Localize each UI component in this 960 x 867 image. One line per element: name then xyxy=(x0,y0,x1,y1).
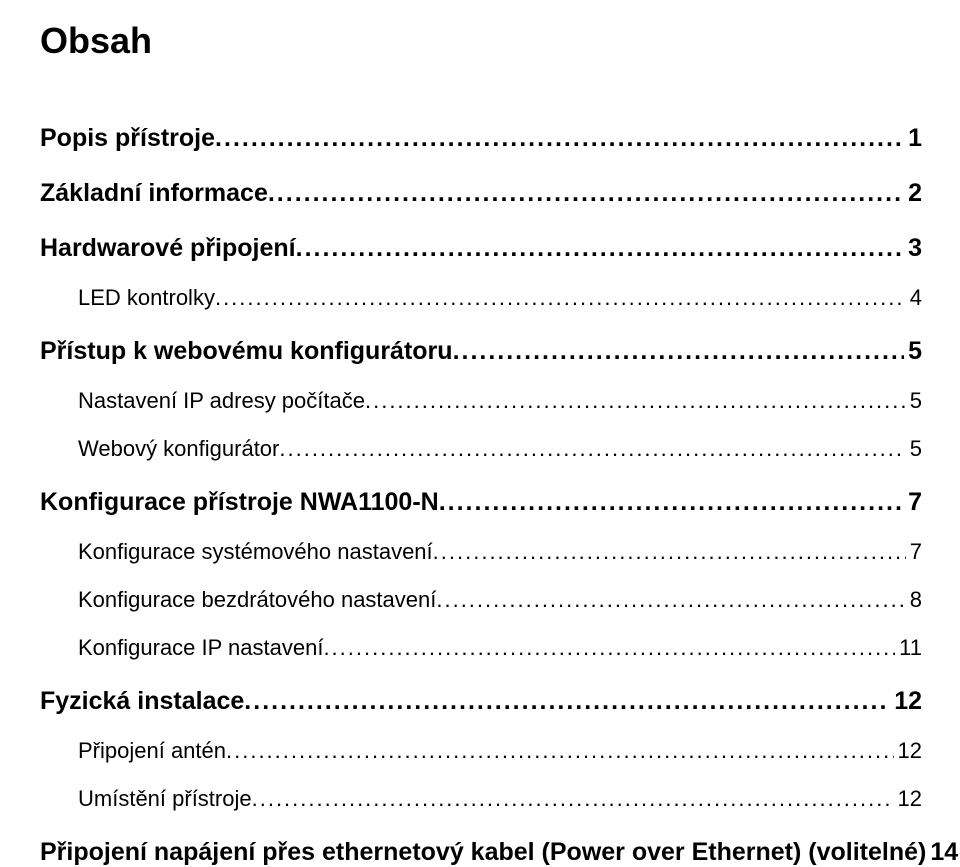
toc-entry-page: 3 xyxy=(904,234,922,263)
toc-entry: Konfigurace přístroje NWA1100-N 7 xyxy=(40,488,922,517)
toc-leader-dots xyxy=(279,436,905,462)
toc-page: Obsah Popis přístroje 1 Základní informace… xyxy=(0,0,960,867)
toc-leader-dots xyxy=(433,539,906,565)
toc-entry-page: 7 xyxy=(906,539,922,565)
toc-entry-page: 4 xyxy=(906,285,922,311)
toc-entry-label: Webový konfigurátor xyxy=(78,436,279,462)
toc-entry-label: Popis přístroje xyxy=(40,124,215,153)
toc-entry-page: 14 xyxy=(926,838,958,867)
page-title: Obsah xyxy=(40,20,922,62)
toc-leader-dots xyxy=(215,285,906,311)
toc-entry-page: 1 xyxy=(904,124,922,153)
toc-entry-label: Konfigurace IP nastavení xyxy=(78,635,323,661)
toc-entry-page: 5 xyxy=(904,337,922,366)
toc-entry: LED kontrolky 4 xyxy=(78,285,922,311)
toc-leader-dots xyxy=(453,337,905,366)
toc-entry: Fyzická instalace 12 xyxy=(40,687,922,716)
toc-entry: Hardwarové připojení 3 xyxy=(40,234,922,263)
toc-entry-label: Základní informace xyxy=(40,179,268,208)
toc-leader-dots xyxy=(436,587,905,613)
toc-leader-dots xyxy=(252,786,894,812)
toc-leader-dots xyxy=(439,488,904,517)
toc-entry: Připojení antén 12 xyxy=(78,738,922,764)
toc-entry-page: 5 xyxy=(906,388,922,414)
toc-entry: Připojení napájení přes ethernetový kabe… xyxy=(40,838,922,867)
toc-entry-page: 5 xyxy=(906,436,922,462)
toc-entry-label: LED kontrolky xyxy=(78,285,215,311)
toc-entry-label: Fyzická instalace xyxy=(40,687,244,716)
table-of-contents: Popis přístroje 1 Základní informace 2 Hardw… xyxy=(40,124,922,867)
toc-entry: Popis přístroje 1 xyxy=(40,124,922,153)
toc-entry-label: Konfigurace přístroje NWA1100-N xyxy=(40,488,439,517)
toc-entry-label: Konfigurace bezdrátového nastavení xyxy=(78,587,436,613)
toc-entry-page: 8 xyxy=(906,587,922,613)
toc-entry-page: 12 xyxy=(894,738,922,764)
toc-entry-page: 7 xyxy=(904,488,922,517)
toc-entry-label: Umístění přístroje xyxy=(78,786,252,812)
toc-entry-label: Hardwarové připojení xyxy=(40,234,296,263)
toc-entry-page: 11 xyxy=(895,635,922,661)
toc-entry-label: Konfigurace systémového nastavení xyxy=(78,539,433,565)
toc-leader-dots xyxy=(226,738,894,764)
toc-leader-dots xyxy=(323,635,895,661)
toc-entry: Konfigurace IP nastavení 11 xyxy=(78,635,922,661)
toc-entry: Konfigurace bezdrátového nastavení 8 xyxy=(78,587,922,613)
toc-entry-page: 12 xyxy=(894,786,922,812)
toc-entry-page: 12 xyxy=(890,687,922,716)
toc-leader-dots xyxy=(244,687,890,716)
toc-entry-label: Připojení antén xyxy=(78,738,226,764)
toc-entry: Umístění přístroje 12 xyxy=(78,786,922,812)
toc-entry-label: Nastavení IP adresy počítače xyxy=(78,388,365,414)
toc-entry-label: Připojení napájení přes ethernetový kabe… xyxy=(40,838,926,867)
toc-leader-dots xyxy=(296,234,904,263)
toc-leader-dots xyxy=(268,179,904,208)
toc-entry-page: 2 xyxy=(904,179,922,208)
toc-leader-dots xyxy=(365,388,906,414)
toc-entry-label: Přístup k webovému konfigurátoru xyxy=(40,337,453,366)
toc-leader-dots xyxy=(215,124,904,153)
toc-entry: Konfigurace systémového nastavení 7 xyxy=(78,539,922,565)
toc-entry: Přístup k webovému konfigurátoru 5 xyxy=(40,337,922,366)
toc-entry: Základní informace 2 xyxy=(40,179,922,208)
toc-entry: Webový konfigurátor 5 xyxy=(78,436,922,462)
toc-entry: Nastavení IP adresy počítače 5 xyxy=(78,388,922,414)
